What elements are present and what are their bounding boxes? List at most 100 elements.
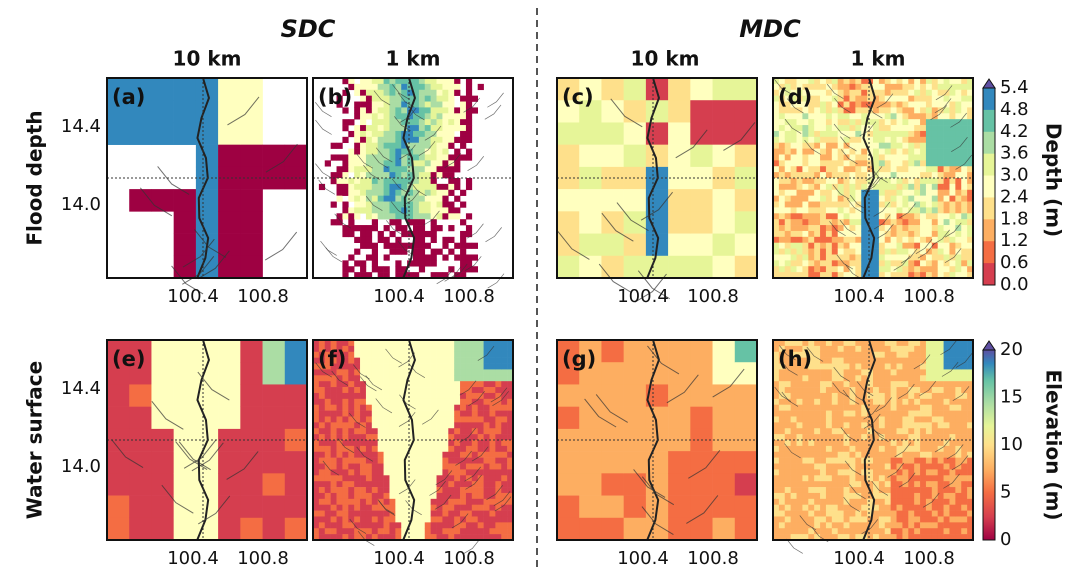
map-cell (324, 428, 331, 435)
map-cell (778, 107, 786, 114)
map-cell (849, 230, 856, 238)
map-cell (448, 351, 455, 358)
map-cell (949, 160, 956, 167)
map-cell (808, 83, 815, 91)
map-cell (348, 375, 355, 382)
map-cell (890, 375, 897, 382)
map-cell (330, 428, 337, 435)
x-tick-label: 100.8 (687, 286, 739, 307)
map-cell (902, 225, 909, 232)
map-cell (460, 345, 467, 353)
map-cell (884, 492, 891, 500)
panel-label: (g) (562, 347, 596, 371)
map-cell (867, 83, 874, 91)
map-cell (920, 357, 927, 364)
map-cell (814, 351, 821, 358)
map-cell (348, 189, 355, 196)
map-cell (949, 351, 956, 358)
map-cell (943, 522, 950, 529)
map-cell (360, 236, 367, 244)
map-cell (413, 201, 420, 208)
map-cell (424, 416, 431, 423)
map-cell (902, 369, 909, 376)
map-cell (377, 534, 384, 541)
map-cell (342, 351, 349, 358)
map-cell (784, 130, 791, 138)
map-cell (778, 457, 786, 464)
map-cell (873, 266, 880, 273)
map-cell (348, 130, 355, 138)
map-cell (873, 242, 880, 249)
map-cell (873, 119, 880, 126)
map-cell (495, 351, 502, 358)
tributary (464, 256, 482, 272)
map-cell (418, 242, 426, 249)
map-cell (371, 375, 379, 382)
map-cell (313, 398, 320, 406)
map-cell (831, 410, 839, 417)
map-cell (949, 107, 956, 114)
map-cell (460, 242, 467, 249)
map-cell (943, 148, 950, 155)
map-cell (407, 504, 414, 511)
map-cell (896, 248, 903, 255)
map-cell (389, 375, 396, 382)
map-cell (861, 95, 868, 102)
map-cell (814, 463, 821, 470)
map-cell (943, 498, 950, 506)
map-cell (908, 528, 915, 535)
map-cell (943, 225, 950, 232)
map-cell (424, 119, 431, 126)
map-cell (796, 345, 803, 353)
tributary (408, 363, 426, 378)
map-cell (967, 534, 974, 541)
map-cell (407, 160, 414, 167)
map-cell (808, 475, 815, 482)
map-cell (407, 178, 414, 185)
map-cell (843, 410, 850, 417)
map-cell (383, 504, 390, 511)
map-cell (360, 381, 367, 388)
map-cell (849, 457, 856, 464)
map-cell (371, 351, 379, 358)
map-cell (401, 416, 408, 423)
map-cell (937, 225, 944, 232)
map-cell (336, 463, 343, 470)
map-cell (849, 78, 856, 85)
map-cell (436, 440, 443, 447)
map-cell (324, 357, 331, 364)
map-cell (790, 387, 797, 394)
tributary (493, 491, 511, 507)
map-cell (389, 345, 396, 353)
tributary (397, 92, 415, 108)
map-cell (377, 236, 384, 244)
map-cell (967, 260, 974, 267)
map-cell (925, 213, 933, 220)
map-cell (878, 398, 886, 406)
map-cell (820, 183, 827, 191)
map-cell (878, 428, 886, 435)
map-cell (365, 469, 373, 476)
map-cell (837, 136, 844, 144)
map-cell (324, 351, 331, 358)
map-cell (849, 219, 856, 226)
map-cell (831, 440, 839, 447)
map-cell (460, 254, 467, 261)
map-cell (501, 434, 508, 441)
map-cell (820, 95, 827, 102)
map-cell (790, 172, 797, 179)
map-cell (483, 392, 490, 400)
map-cell (442, 492, 449, 500)
map-cell (861, 154, 868, 161)
map-cell (855, 387, 862, 394)
map-cell (454, 375, 461, 382)
map-cell (925, 154, 933, 161)
map-cell (418, 492, 426, 500)
map-cell (949, 166, 956, 173)
map-cell (861, 113, 868, 120)
map-cell (413, 213, 420, 220)
map-cell (465, 183, 473, 191)
map-cell (790, 528, 797, 535)
map-cell (401, 172, 408, 179)
map-cell (448, 434, 455, 441)
